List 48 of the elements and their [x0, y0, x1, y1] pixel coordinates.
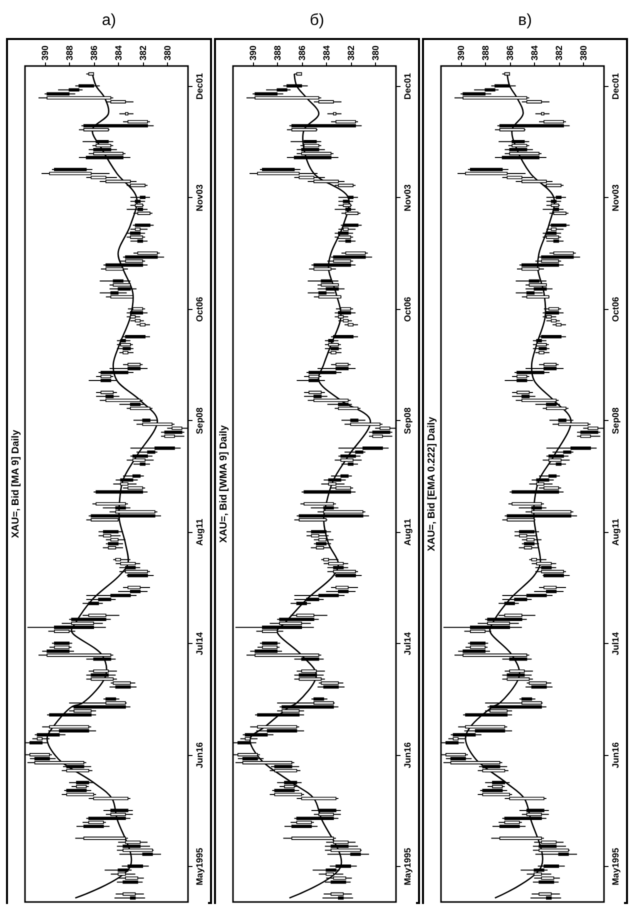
x-tick-label: 380	[162, 45, 173, 60]
y-tick-label: Aug11	[610, 518, 620, 546]
y-tick-label: May1995	[194, 848, 204, 886]
y-tick-label: Oct06	[610, 296, 620, 322]
y-tick-label: Jul14	[402, 632, 412, 656]
y-tick-label: May1995	[402, 848, 412, 886]
y-tick-label: Aug11	[194, 518, 204, 546]
text: XAU=, Bid [MA 9] Daily	[10, 429, 22, 538]
y-tick-label: Sep08	[402, 408, 412, 434]
y-tick-label: Nov03	[194, 184, 204, 212]
x-tick-label: 390	[40, 45, 50, 60]
y-tick-label: Dec01	[402, 73, 412, 100]
text: XAU=, Bid [WMA 9] Daily	[218, 424, 230, 543]
x-tick-label: 382	[554, 45, 564, 60]
x-tick-label: 380	[578, 45, 589, 60]
y-tick-label: Jul14	[194, 632, 204, 656]
text: XAU=, Bid [EMA 0.222] Daily	[426, 416, 438, 552]
y-tick-label: Sep08	[610, 408, 620, 434]
y-tick-label: Sep08	[194, 408, 204, 434]
x-tick-label: 388	[272, 45, 283, 60]
y-tick-label: Aug11	[402, 518, 412, 546]
y-tick-label: Dec01	[194, 73, 204, 100]
y-tick-label: May1995	[610, 848, 620, 886]
x-tick-label: 380	[370, 45, 381, 60]
y-tick-label: Nov03	[402, 184, 412, 212]
y-tick-label: Jun16	[402, 742, 412, 768]
x-tick-label: 384	[114, 45, 124, 60]
x-tick-label: 386	[89, 45, 100, 60]
y-tick-label: Jun16	[610, 742, 620, 768]
y-tick-label: Dec01	[610, 73, 620, 100]
x-tick-label: 384	[530, 45, 540, 60]
x-tick-label: 386	[505, 45, 516, 60]
x-tick-label: 384	[322, 45, 332, 60]
chart-title: а)	[100, 11, 118, 31]
x-tick-label: 386	[297, 45, 308, 60]
y-tick-label: Nov03	[610, 184, 620, 212]
x-tick-label: 390	[456, 45, 466, 60]
x-tick-label: 382	[346, 45, 356, 60]
y-tick-label: Oct06	[194, 296, 204, 322]
chart-title: в)	[517, 11, 533, 31]
chart-title: б)	[308, 11, 326, 31]
y-tick-label: Jun16	[194, 742, 204, 768]
x-tick-label: 390	[248, 45, 258, 60]
x-tick-label: 382	[138, 45, 148, 60]
y-tick-label: Oct06	[402, 296, 412, 322]
x-tick-label: 388	[480, 45, 491, 60]
x-tick-label: 388	[64, 45, 75, 60]
y-tick-label: Jul14	[610, 632, 620, 656]
